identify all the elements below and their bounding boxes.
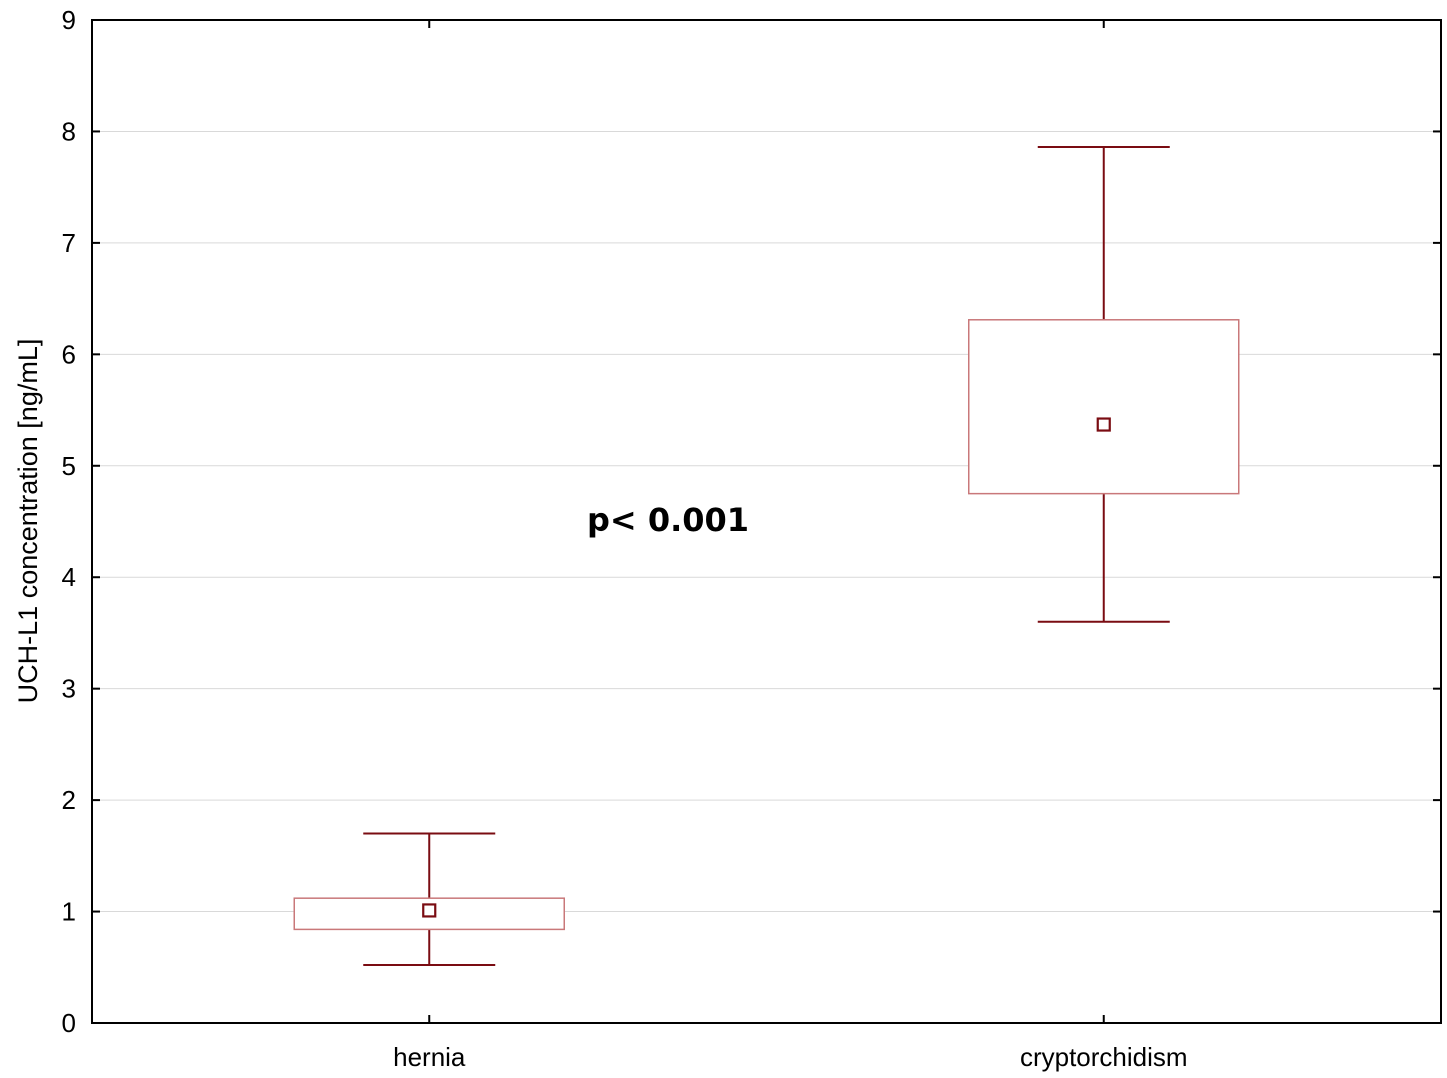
x-axis-ticks: hernia cryptorchidism [393,20,1188,1072]
x-tick-label-hernia: hernia [393,1042,466,1072]
p-value-annotation: p< 0.001 [587,501,749,539]
y-tick-label: 9 [62,5,76,35]
box-body [968,319,1240,495]
y-tick-label: 2 [62,785,76,815]
median-marker [422,903,437,918]
box-hernia [293,832,565,967]
gridlines [92,130,1441,913]
box-cryptorchidism [968,146,1240,623]
y-tick-label: 8 [62,116,76,146]
plot-area-frame [91,19,1442,1024]
y-tick-label: 1 [62,897,76,927]
median-marker [1096,417,1111,432]
y-tick-label: 5 [62,451,76,481]
y-tick-label: 6 [62,339,76,369]
x-tick-label-cryptorchidism: cryptorchidism [1020,1042,1188,1072]
y-axis-ticks: 0 1 2 3 4 5 6 7 8 9 [62,5,1441,1038]
y-tick-label: 0 [62,1008,76,1038]
box-series [293,146,1240,967]
y-axis-title: UCH-L1 concentration [ng/mL] [13,339,43,704]
y-tick-label: 3 [62,674,76,704]
y-tick-label: 4 [62,562,76,592]
y-tick-label: 7 [62,228,76,258]
